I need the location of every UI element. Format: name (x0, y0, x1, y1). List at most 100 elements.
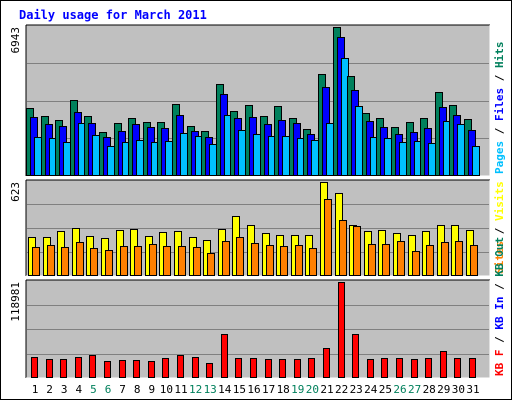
top-legend-sep1: / (493, 121, 506, 141)
day-label-28: 28 (423, 383, 436, 396)
pages-bar (472, 146, 480, 176)
pages-bar (136, 140, 144, 176)
middle-legend: Sites / Visits (493, 181, 506, 274)
kb-f-bar (454, 358, 461, 378)
day-label-13: 13 (204, 383, 217, 396)
sites-bar (222, 241, 230, 276)
pages-bar (311, 140, 319, 176)
sites-bar (207, 253, 215, 276)
sites-bar (324, 199, 332, 276)
pages-bar (34, 137, 42, 176)
kb-f-bar (206, 363, 213, 378)
day-label-12: 12 (189, 383, 202, 396)
day-label-10: 10 (160, 383, 173, 396)
day-label-20: 20 (306, 383, 319, 396)
sites-bar (47, 245, 55, 276)
pages-bar (107, 146, 115, 176)
day-label-2: 2 (46, 383, 53, 396)
sites-bar (455, 241, 463, 276)
sites-bar (441, 242, 449, 276)
middle-legend-sep1: / (493, 221, 506, 241)
pages-bar (92, 135, 100, 176)
kb-f-bar (235, 358, 242, 378)
kb-f-bar (469, 358, 476, 378)
day-label-27: 27 (408, 383, 421, 396)
pages-bar (326, 123, 334, 176)
day-label-7: 7 (119, 383, 126, 396)
day-label-6: 6 (105, 383, 112, 396)
sites-bar (251, 243, 259, 276)
top-legend-hits: Hits (493, 42, 506, 69)
kb-f-bar (104, 361, 111, 378)
kb-f-bar (411, 359, 418, 378)
day-label-22: 22 (335, 383, 348, 396)
kb-f-bar (31, 357, 38, 378)
middle-legend-sites: Sites (493, 241, 506, 274)
top-legend-sep2: / (493, 68, 506, 88)
middle-legend-visits: Visits (493, 181, 506, 221)
sites-bar (382, 244, 390, 276)
bottom-legend-kbf: KB F (493, 350, 506, 377)
sites-bar (105, 250, 113, 276)
pages-bar (209, 144, 217, 176)
kb-f-bar (148, 361, 155, 378)
day-label-21: 21 (320, 383, 333, 396)
top-legend-pages: Pages (493, 141, 506, 174)
sites-bar (426, 245, 434, 276)
pages-bar (165, 141, 173, 176)
day-label-8: 8 (134, 383, 141, 396)
sites-bar (353, 226, 361, 276)
sites-bar (309, 248, 317, 276)
day-label-24: 24 (364, 383, 378, 396)
day-label-31: 31 (466, 383, 479, 396)
kb-f-bar (46, 359, 53, 378)
kb-f-bar (323, 348, 330, 378)
sites-bar (61, 247, 69, 276)
sites-bar (90, 248, 98, 276)
day-label-29: 29 (437, 383, 450, 396)
sites-bar (368, 244, 376, 276)
kb-f-bar (75, 357, 82, 378)
pages-bar (457, 124, 465, 176)
kb-f-bar (294, 359, 301, 378)
top-legend: Pages / Files / Hits (493, 42, 506, 175)
sites-bar (266, 245, 274, 276)
day-label-3: 3 (61, 383, 68, 396)
day-label-16: 16 (247, 383, 260, 396)
bottom-legend-kbin: KB In (493, 297, 506, 330)
kb-f-bar (352, 334, 359, 378)
day-label-15: 15 (233, 383, 246, 396)
kb-f-bar (162, 358, 169, 378)
sites-bar (295, 245, 303, 276)
bottom-legend-kbout: KB Out (493, 237, 506, 277)
pages-bar (384, 138, 392, 176)
kb-f-bar (192, 357, 199, 378)
pages-bar (238, 130, 246, 176)
day-label-9: 9 (148, 383, 155, 396)
day-label-26: 26 (393, 383, 406, 396)
kb-f-bar (60, 359, 67, 378)
day-label-18: 18 (277, 383, 290, 396)
sites-bar (32, 247, 40, 276)
kb-f-bar (367, 359, 374, 378)
pages-bar (355, 106, 363, 176)
kb-f-bar (338, 282, 345, 378)
bottom-legend-sep1: / (493, 330, 506, 350)
kb-f-bar (89, 355, 96, 378)
bottom-legend-sep2: / (493, 277, 506, 297)
sites-bar (178, 246, 186, 276)
kb-f-bar (440, 351, 447, 378)
pages-bar (180, 133, 188, 176)
sites-bar (280, 246, 288, 276)
sites-bar (134, 246, 142, 276)
day-label-11: 11 (174, 383, 187, 396)
kb-f-bar (265, 359, 272, 378)
sites-bar (339, 220, 347, 276)
day-label-1: 1 (32, 383, 39, 396)
top-legend-files: Files (493, 88, 506, 121)
sites-bar (470, 245, 478, 276)
pages-bar (282, 136, 290, 176)
kb-f-bar (177, 355, 184, 378)
day-label-14: 14 (218, 383, 232, 396)
